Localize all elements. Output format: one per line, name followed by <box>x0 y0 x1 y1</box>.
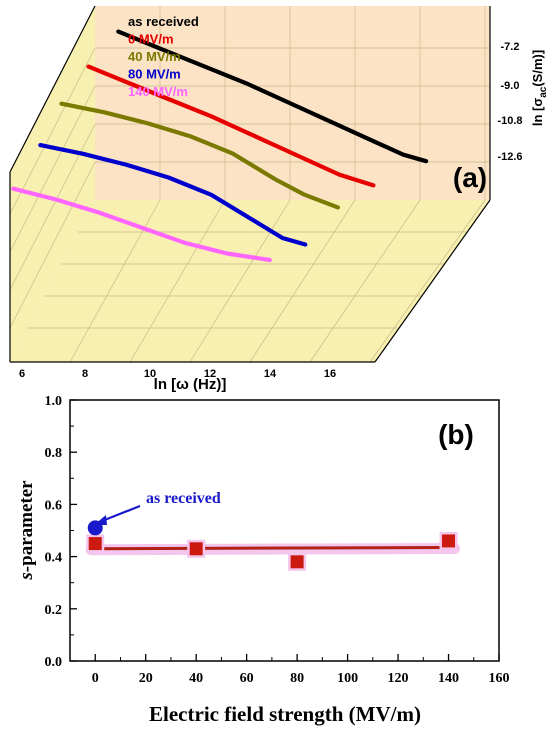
z-axis-label-a: ln [σac(S/m)] <box>530 50 549 126</box>
x-tick-label-a: 14 <box>264 368 277 380</box>
panel-a: 6 8 10 12 14 16 ln [ω (Hz)] -7.2 -9.0 -10.8 -12.… <box>9 5 549 393</box>
x-tick-label-b: 160 <box>489 671 510 686</box>
x-ticks-a: 6 8 10 12 14 16 <box>19 368 336 380</box>
x-axis-label-b: Electric field strength (MV/m) <box>149 702 421 726</box>
legend-entry: 140 MV/m <box>128 84 188 99</box>
z-label-sub: ac <box>538 86 549 98</box>
ticks-b: 0 20 40 60 80 100 120 140 160 0.0 0.2 0.4 0.6 0.8 1.0 <box>45 394 510 686</box>
x-tick-label-b: 40 <box>189 671 203 686</box>
z-tick-label-a: -9.0 <box>501 80 520 92</box>
annotation-arrow <box>101 504 141 523</box>
z-ticks-a: -7.2 -9.0 -10.8 -12.6 <box>497 41 522 163</box>
z-tick-label-a: -12.6 <box>497 151 522 163</box>
x-tick-label-b: 60 <box>240 671 254 686</box>
legend-a: as received 0 MV/m 40 MV/m 80 MV/m 140 MV/m <box>128 14 199 99</box>
x-tick-label-b: 140 <box>438 671 459 686</box>
z-label-suffix: (S/m)] <box>530 50 545 87</box>
frame-a <box>9 5 491 363</box>
fit-line <box>95 545 449 551</box>
z-label-prefix: ln [σ <box>530 98 545 126</box>
annotation-arrowhead <box>94 515 107 525</box>
x-tick-label-b: 0 <box>92 671 99 686</box>
y-tick-label-b: 1.0 <box>45 394 63 409</box>
panel-b: 0 20 40 60 80 100 120 140 1600.00.20.40.60.81.0 … <box>16 394 510 726</box>
side-wall <box>10 6 95 362</box>
series-curve-2 <box>86 64 376 188</box>
y-tick-label-b: 0.6 <box>45 498 63 513</box>
panel-label-a: (a) <box>453 162 487 193</box>
x-tick-label-b: 120 <box>388 671 409 686</box>
legend-entry: 80 MV/m <box>128 67 181 82</box>
x-tick-label-a: 16 <box>324 368 336 380</box>
x-tick-label-b: 100 <box>337 671 358 686</box>
y-tick-label-b: 0.0 <box>45 655 63 670</box>
data-point <box>189 542 203 556</box>
legend-entry: as received <box>128 14 199 29</box>
plot-area-b <box>69 399 500 662</box>
curves-a <box>11 29 429 263</box>
marks-b <box>85 520 461 571</box>
floor-plane <box>10 200 490 362</box>
x-tick-label-a: 6 <box>19 368 25 380</box>
annotation-text: as received <box>146 490 221 507</box>
legend-entry: 0 MV/m <box>128 32 174 47</box>
y-axis-label-b: s-parameter <box>16 480 37 581</box>
y-tick-label-b: 0.8 <box>45 446 63 461</box>
x-tick-label-a: 10 <box>144 368 156 380</box>
x-tick-label-a: 12 <box>204 368 216 380</box>
data-point <box>88 537 102 551</box>
series-curve-4 <box>38 143 308 247</box>
series-curve-5 <box>11 186 272 263</box>
x-axis-label-a: ln [ω (Hz)] <box>154 376 227 393</box>
y-tick-label-b: 0.2 <box>45 603 63 618</box>
y-label-italic: s <box>16 572 37 580</box>
data-point <box>442 534 456 548</box>
legend-entry: 40 MV/m <box>128 49 181 64</box>
data-point <box>290 555 304 569</box>
series-curve-3 <box>59 101 340 210</box>
x-tick-label-a: 8 <box>82 368 88 380</box>
y-label-rest: -parameter <box>16 480 37 572</box>
z-tick-label-a: -10.8 <box>497 115 522 127</box>
grid-a <box>9 6 490 363</box>
y-tick-label-b: 0.4 <box>45 551 63 566</box>
series-curve-1 <box>116 29 429 164</box>
x-tick-label-b: 20 <box>139 671 153 686</box>
x-tick-label-b: 80 <box>290 671 304 686</box>
panel-label-b: (b) <box>438 419 474 450</box>
z-tick-label-a: -7.2 <box>501 41 520 53</box>
